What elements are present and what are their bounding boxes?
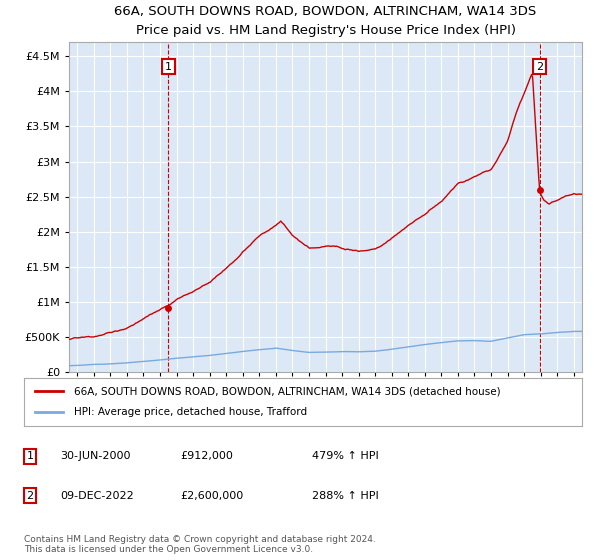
Text: 288% ↑ HPI: 288% ↑ HPI xyxy=(312,491,379,501)
Text: 1: 1 xyxy=(26,451,34,461)
Text: 09-DEC-2022: 09-DEC-2022 xyxy=(60,491,134,501)
Text: 66A, SOUTH DOWNS ROAD, BOWDON, ALTRINCHAM, WA14 3DS (detached house): 66A, SOUTH DOWNS ROAD, BOWDON, ALTRINCHA… xyxy=(74,386,501,396)
Text: 30-JUN-2000: 30-JUN-2000 xyxy=(60,451,131,461)
Text: 479% ↑ HPI: 479% ↑ HPI xyxy=(312,451,379,461)
Text: Contains HM Land Registry data © Crown copyright and database right 2024.
This d: Contains HM Land Registry data © Crown c… xyxy=(24,535,376,554)
Text: £912,000: £912,000 xyxy=(180,451,233,461)
Text: 2: 2 xyxy=(26,491,34,501)
Text: 1: 1 xyxy=(165,62,172,72)
Text: £2,600,000: £2,600,000 xyxy=(180,491,243,501)
Text: 2: 2 xyxy=(536,62,543,72)
Text: HPI: Average price, detached house, Trafford: HPI: Average price, detached house, Traf… xyxy=(74,407,307,417)
Title: 66A, SOUTH DOWNS ROAD, BOWDON, ALTRINCHAM, WA14 3DS
Price paid vs. HM Land Regis: 66A, SOUTH DOWNS ROAD, BOWDON, ALTRINCHA… xyxy=(115,4,536,36)
